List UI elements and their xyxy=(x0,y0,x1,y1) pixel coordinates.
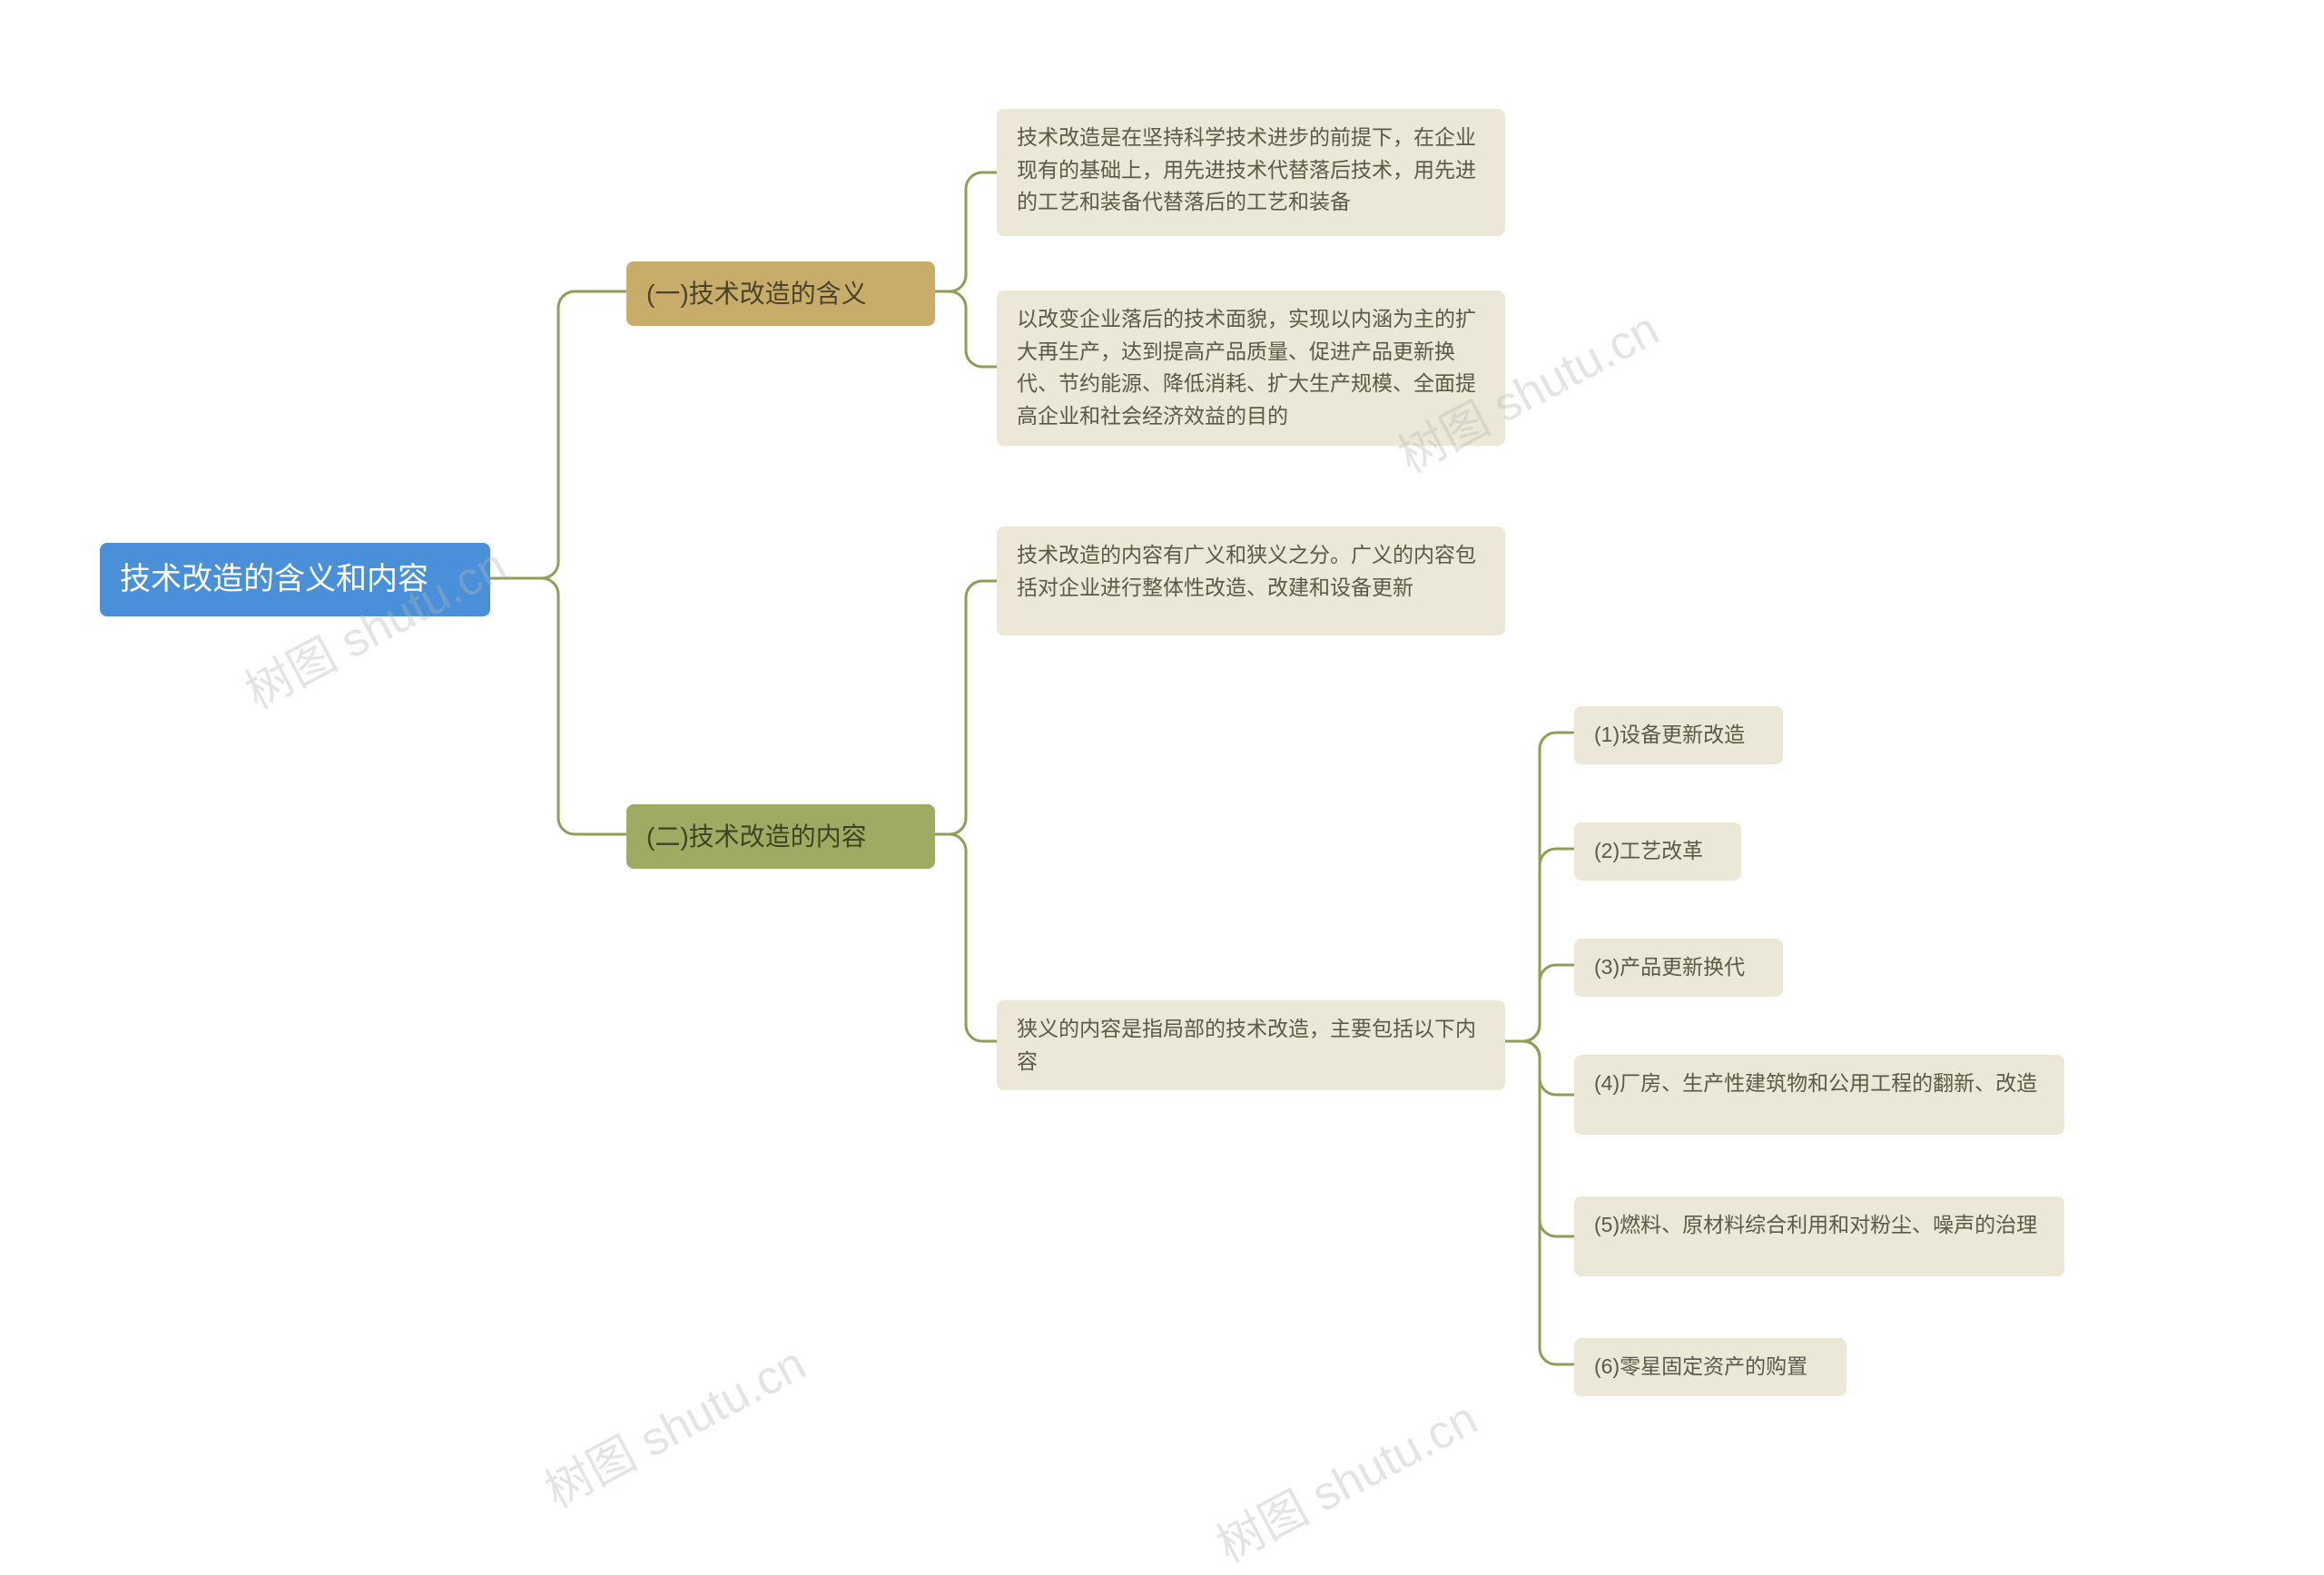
connector xyxy=(1505,733,1574,1041)
connector xyxy=(935,172,997,291)
connector xyxy=(935,291,997,367)
connector xyxy=(935,581,997,834)
subleaf-node-l3-1: (1)设备更新改造 xyxy=(1574,706,1783,764)
branch-node-l1a: (一)技术改造的含义 xyxy=(626,261,935,326)
connector xyxy=(1505,1041,1574,1236)
leaf-node-l2b1: 技术改造的内容有广义和狭义之分。广义的内容包括对企业进行整体性改造、改建和设备更… xyxy=(997,527,1505,635)
connector xyxy=(1505,1041,1574,1364)
root-node-root: 技术改造的含义和内容 xyxy=(100,543,490,616)
branch-node-l1b: (二)技术改造的内容 xyxy=(626,804,935,869)
connector xyxy=(935,834,997,1041)
connector xyxy=(1505,965,1574,1041)
subleaf-node-l3-3: (3)产品更新换代 xyxy=(1574,939,1783,997)
subleaf-node-l3-5: (5)燃料、原材料综合利用和对粉尘、噪声的治理 xyxy=(1574,1196,2064,1276)
connector xyxy=(490,291,626,578)
connector xyxy=(1505,849,1574,1041)
watermark: 树图 shutu.cn xyxy=(531,1326,815,1521)
leaf-node-l2b2: 狭义的内容是指局部的技术改造，主要包括以下内容 xyxy=(997,1000,1505,1090)
subleaf-node-l3-2: (2)工艺改革 xyxy=(1574,822,1741,881)
connector xyxy=(1505,1041,1574,1095)
subleaf-node-l3-4: (4)厂房、生产性建筑物和公用工程的翻新、改造 xyxy=(1574,1055,2064,1135)
connector xyxy=(490,578,626,834)
leaf-node-l2a2: 以改变企业落后的技术面貌，实现以内涵为主的扩大再生产，达到提高产品质量、促进产品… xyxy=(997,290,1505,446)
leaf-node-l2a1: 技术改造是在坚持科学技术进步的前提下，在企业现有的基础上，用先进技术代替落后技术… xyxy=(997,109,1505,236)
watermark: 树图 shutu.cn xyxy=(1203,1381,1487,1575)
subleaf-node-l3-6: (6)零星固定资产的购置 xyxy=(1574,1338,1846,1396)
